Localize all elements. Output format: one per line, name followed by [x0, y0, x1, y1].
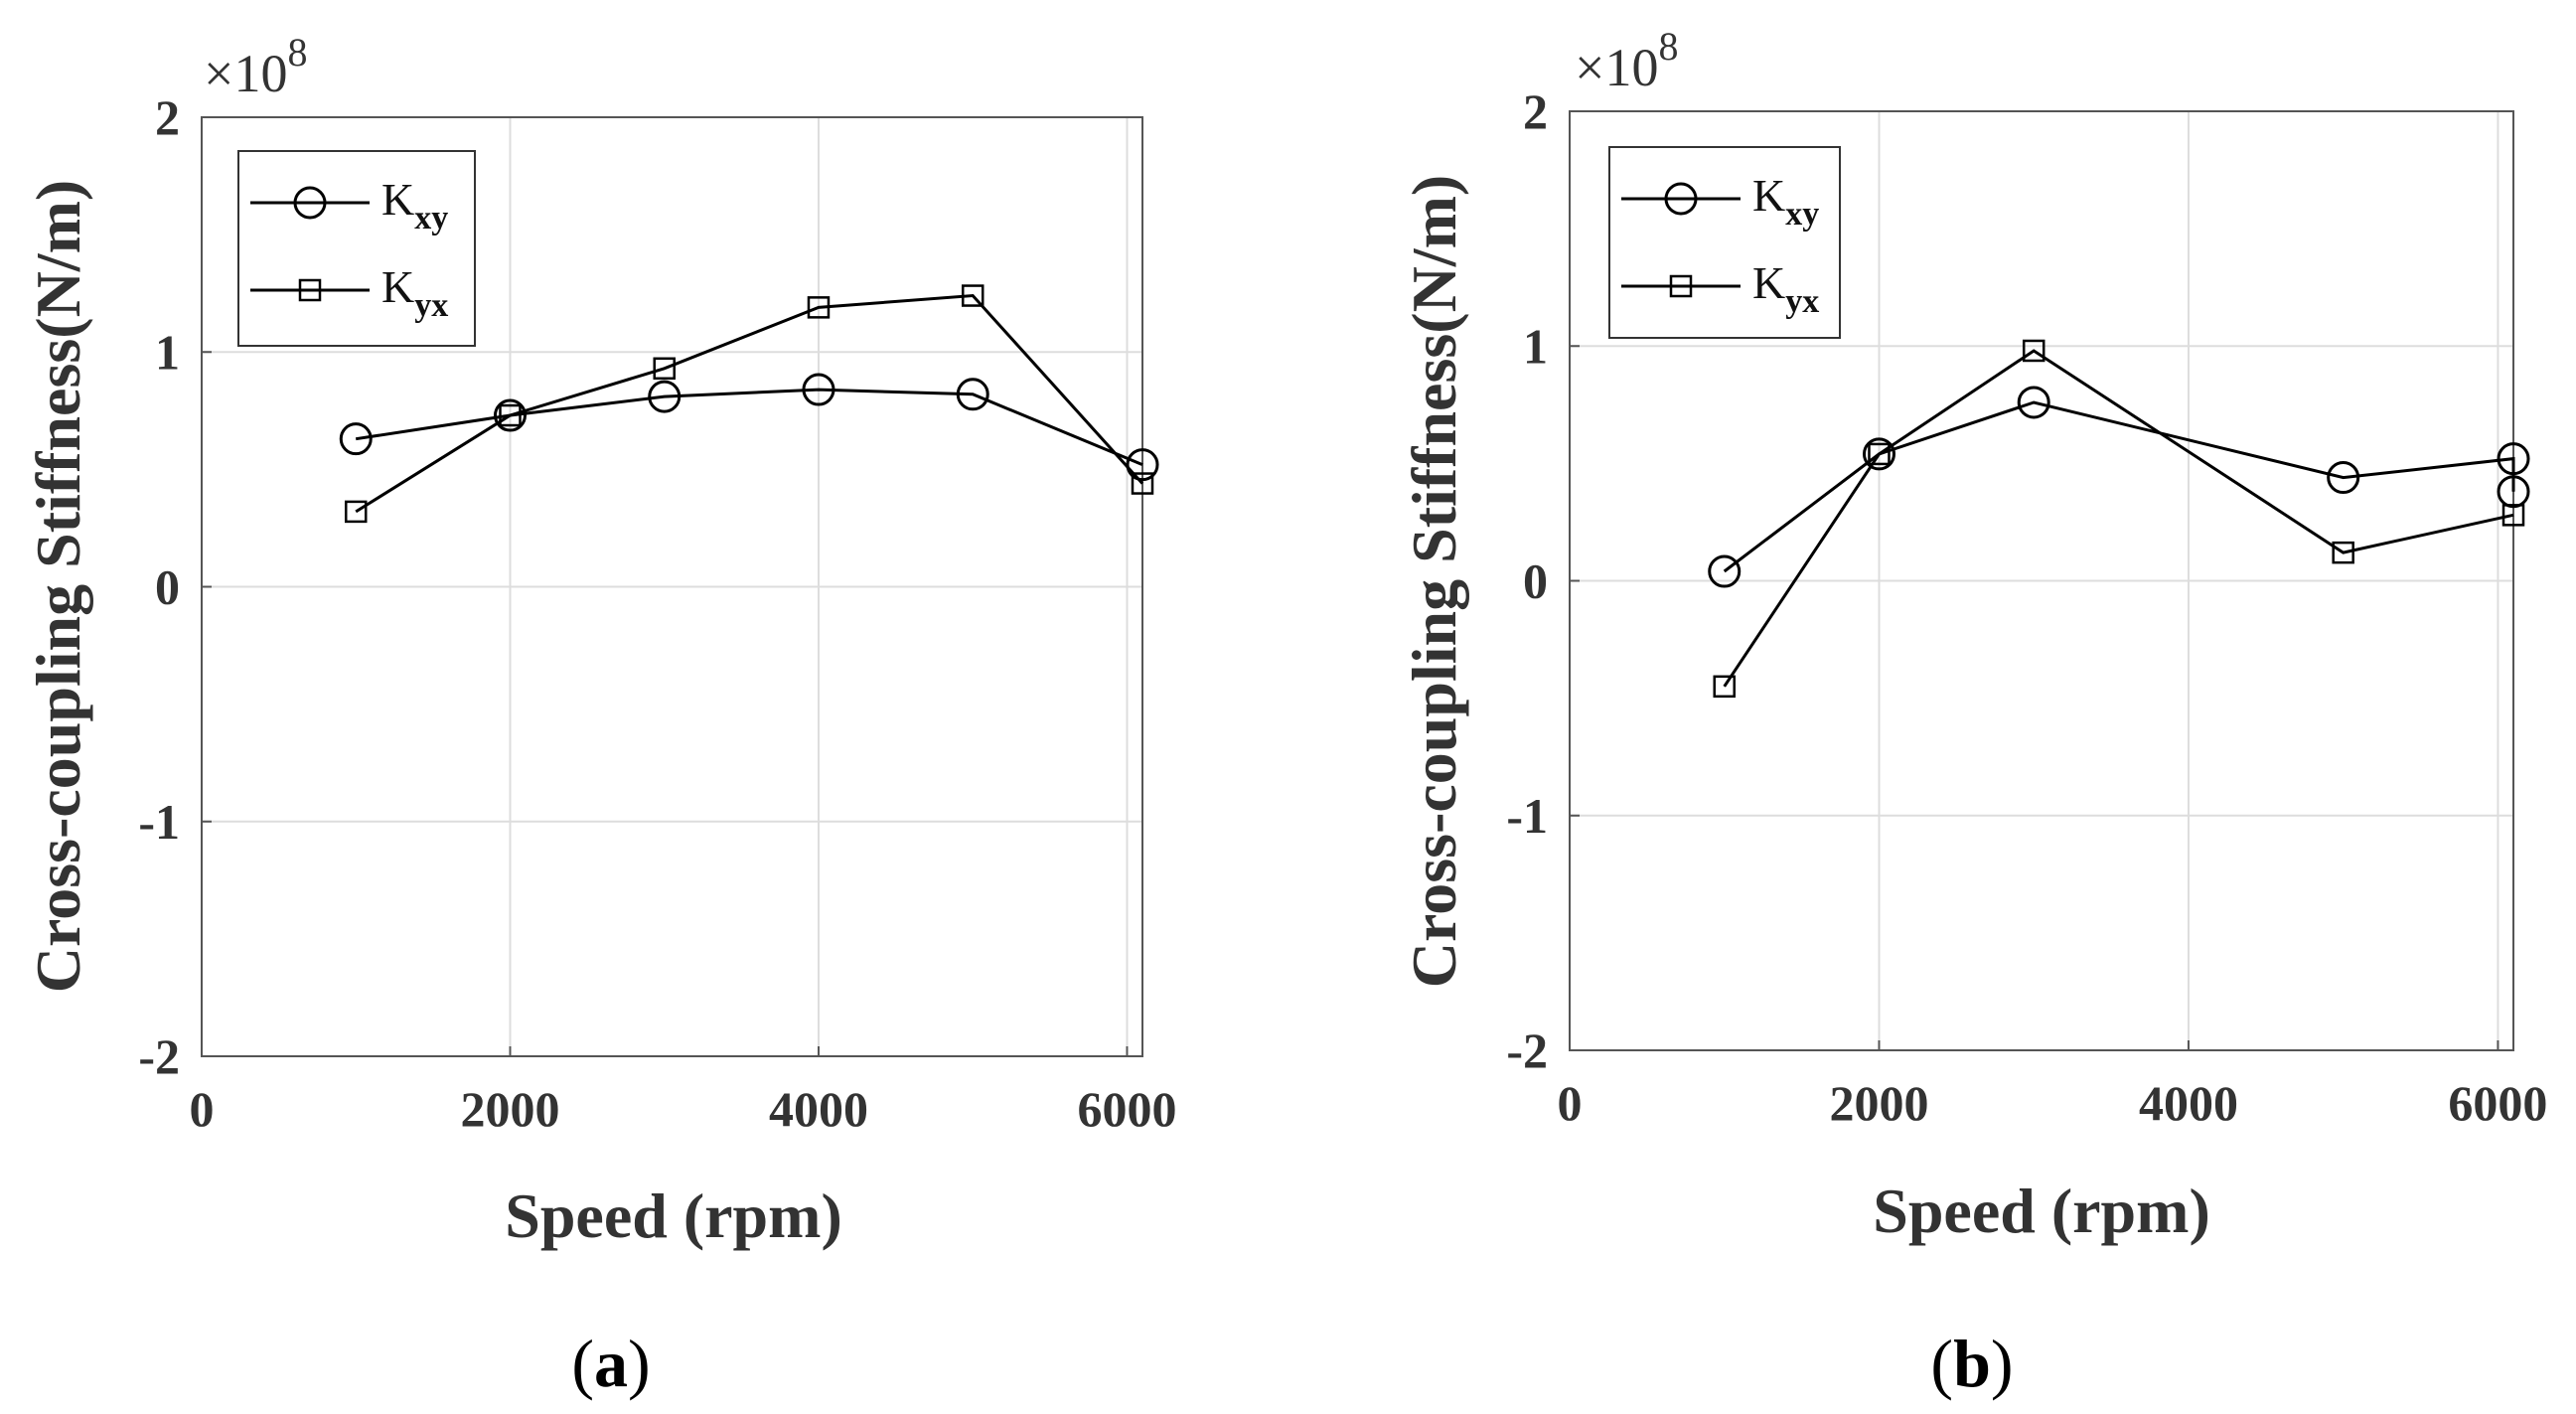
data-point-kxy	[339, 422, 373, 456]
x-tick-label: 2000	[1829, 1075, 1928, 1131]
chart-panel-b: Cross-coupling Stiffness(N/m) ×108 0 2000…	[1399, 24, 2547, 1401]
legend-marker-kyx	[1669, 274, 1693, 298]
y-tick-label: 0	[1523, 553, 1548, 609]
x-axis-label: Speed (rpm)	[505, 1180, 842, 1251]
legend-box	[237, 150, 476, 347]
axis-ticks: 0 2000 4000 6000 -2 -1 0 1 2	[138, 89, 1176, 1137]
data-point-kyx	[344, 500, 368, 524]
legend-box	[1608, 146, 1841, 339]
series-line-kxy	[1723, 400, 2515, 573]
data-point-kxy	[2017, 386, 2050, 419]
data-point-kxy	[493, 398, 527, 432]
y-tick-label: 1	[155, 324, 180, 380]
y-tick-label: -2	[138, 1028, 180, 1084]
x-tick-label: 4000	[2139, 1075, 2238, 1131]
legend-marker-kyx	[298, 278, 322, 302]
y-tick-label: 1	[1523, 318, 1548, 374]
data-point-kxy	[802, 373, 835, 406]
data-series	[339, 284, 1159, 524]
data-series	[1708, 339, 2530, 699]
legend-marker-kxy	[1664, 182, 1698, 216]
data-point-kxy	[2497, 475, 2530, 509]
data-point-kyx	[1713, 675, 1736, 699]
data-point-kyx	[2501, 504, 2525, 527]
x-tick-label: 2000	[460, 1081, 559, 1137]
y-exponent-label: ×108	[1575, 24, 1678, 97]
y-tick-label: -1	[138, 794, 180, 850]
x-tick-label: 6000	[1077, 1081, 1176, 1137]
series-line-kyx	[355, 293, 1144, 514]
series-line-kyx	[1723, 349, 2514, 688]
data-point-kyx	[1868, 442, 1891, 466]
data-point-kyx	[2022, 339, 2046, 363]
panel-label-a: (a)	[571, 1326, 650, 1401]
data-point-kyx	[653, 357, 676, 381]
legend-marker-kxy	[293, 186, 327, 220]
x-axis-label: Speed (rpm)	[1873, 1176, 2210, 1246]
data-point-kxy	[1862, 437, 1895, 471]
y-tick-label: 0	[155, 559, 180, 615]
data-point-kyx	[1131, 472, 1154, 495]
legend-label-kyx: Kyx	[381, 261, 448, 324]
y-axis-label: Cross-coupling Stiffness(N/m)	[23, 180, 93, 993]
y-tick-label: -1	[1506, 788, 1548, 844]
data-point-kyx	[2332, 541, 2354, 564]
data-point-kxy	[648, 380, 682, 413]
y-tick-label: 2	[155, 89, 180, 145]
y-exponent-label: ×108	[204, 30, 307, 103]
data-point-kxy	[956, 378, 989, 411]
data-point-kxy	[2327, 461, 2360, 495]
data-point-kxy	[2497, 442, 2530, 476]
axis-ticks: 0 2000 4000 6000 -2 -1 0 1 2	[1506, 83, 2547, 1131]
data-point-kxy	[1708, 554, 1742, 588]
x-tick-label: 4000	[769, 1081, 868, 1137]
data-point-kyx	[961, 284, 985, 307]
data-point-kyx	[499, 403, 522, 427]
y-axis-label: Cross-coupling Stiffness(N/m)	[1399, 175, 1469, 988]
series-line-kxy	[355, 388, 1143, 466]
x-tick-label: 0	[190, 1081, 215, 1137]
panel-label-b: (b)	[1930, 1326, 2013, 1401]
y-tick-label: 2	[1523, 83, 1548, 139]
y-tick-label: -2	[1506, 1022, 1548, 1078]
x-tick-label: 6000	[2448, 1075, 2547, 1131]
data-point-kyx	[807, 296, 831, 319]
data-point-kxy	[1126, 448, 1159, 482]
x-tick-label: 0	[1558, 1075, 1583, 1131]
chart-panel-a: Cross-coupling Stiffness(N/m) ×108 0 2000…	[23, 30, 1176, 1401]
